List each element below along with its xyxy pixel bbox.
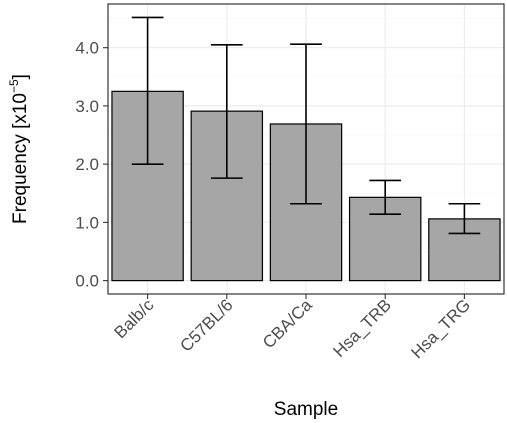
error-bars xyxy=(131,16,481,235)
y-tick-label: 1.0 xyxy=(75,213,99,232)
y-axis-title-exponent: −5 xyxy=(7,79,21,93)
y-tick-label: 2.0 xyxy=(75,155,99,174)
x-tick-label: CBA/Ca xyxy=(259,295,316,352)
y-axis-title-close: ] xyxy=(10,74,31,79)
error-bar xyxy=(131,16,164,165)
x-tick-label: Balb/c xyxy=(111,295,158,342)
x-tick-label: C57BL/6 xyxy=(176,295,236,355)
x-tick-label: Hsa_TRB xyxy=(329,295,395,361)
bars xyxy=(111,90,501,282)
x-axis-title: Sample xyxy=(274,399,338,420)
y-tick-label: 4.0 xyxy=(75,39,99,58)
y-axis: 0.0 1.0 2.0 3.0 4.0 xyxy=(75,39,108,291)
y-axis-title-main: Frequency [x10 xyxy=(10,93,31,224)
error-bar xyxy=(290,43,322,205)
y-tick-label: 3.0 xyxy=(75,97,99,116)
y-tick-label: 0.0 xyxy=(75,272,99,291)
error-bar xyxy=(448,202,481,235)
x-axis: Balb/c C57BL/6 CBA/Ca Hsa_TRB Hsa_TRG xyxy=(111,294,474,362)
x-tick-label: Hsa_TRG xyxy=(407,295,474,362)
error-bar xyxy=(369,179,402,216)
y-axis-title: Frequency [x10−5] xyxy=(7,74,31,224)
error-bar xyxy=(210,43,243,179)
